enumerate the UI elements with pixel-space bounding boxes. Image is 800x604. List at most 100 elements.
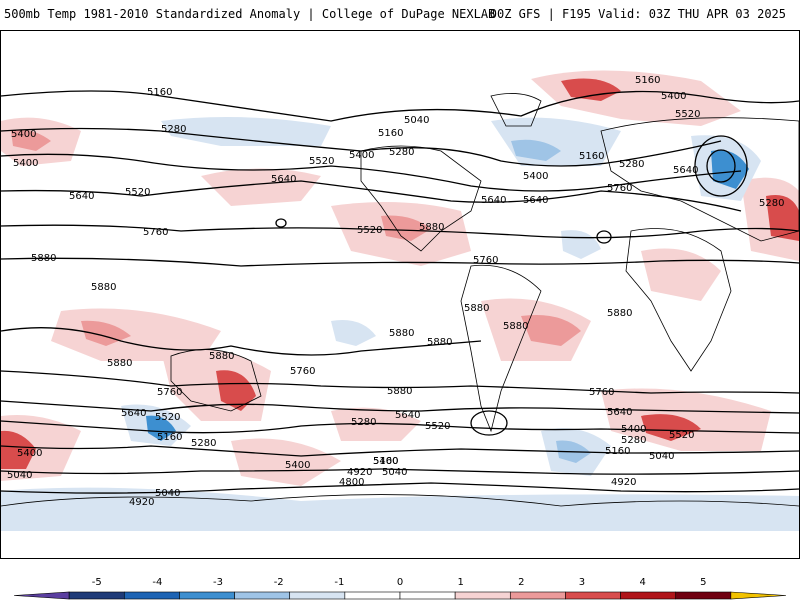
contour-label: 5880 <box>464 303 489 314</box>
contour-label: 5880 <box>209 351 234 362</box>
south-america-outline <box>460 264 542 433</box>
contour-label: 5760 <box>473 255 498 266</box>
contour-label: 5520 <box>669 430 694 441</box>
contour-label: 5640 <box>481 195 506 206</box>
contour-label: 5400 <box>11 129 36 140</box>
contour-label: 5040 <box>155 488 180 499</box>
contour-label: 5400 <box>17 448 42 459</box>
colorbar-tick-label: 1 <box>457 577 463 588</box>
contour-label: 5520 <box>309 156 334 167</box>
contour-line <box>1 482 799 494</box>
contour-label: 5280 <box>351 417 376 428</box>
colorbar-tick-label: 4 <box>639 577 645 588</box>
contour-label: 5760 <box>290 366 315 377</box>
warm-anomaly-area <box>521 315 581 346</box>
contour-label: 5400 <box>621 424 646 435</box>
anomaly-map: 5160 5400 5040 5160 5160 5400 5520 5400 … <box>1 70 799 531</box>
contour-label: 5400 <box>285 460 310 471</box>
coastlines <box>1 93 799 507</box>
contour-label: 5280 <box>759 198 784 209</box>
height-contours <box>1 90 799 494</box>
colorbar-tick-label: -3 <box>213 577 223 588</box>
greenland-outline <box>490 93 542 127</box>
colorbar-bin <box>675 591 732 600</box>
colorbar-tick-label: -2 <box>274 577 284 588</box>
cold-anomaly-core <box>146 415 176 441</box>
map-title: 500mb Temp 1981-2010 Standardized Anomal… <box>4 7 496 21</box>
contour-label: 5760 <box>589 387 614 398</box>
contour-label: 5520 <box>155 412 180 423</box>
contour-label: 5640 <box>607 407 632 418</box>
warm-anomaly-core <box>561 78 621 101</box>
colorbar-tick-label: -1 <box>334 577 344 588</box>
north-america-outline <box>360 145 482 252</box>
cold-anomaly-area <box>561 230 601 259</box>
colorbar-tick-label: -4 <box>152 577 162 588</box>
contour-line <box>1 180 742 212</box>
contour-label: 5880 <box>107 358 132 369</box>
contour-line <box>1 420 799 434</box>
contour-line <box>1 468 799 475</box>
australia-outline <box>170 349 262 412</box>
contour-label: 5400 <box>13 158 38 169</box>
colorbar-tick-label: 0 <box>397 577 403 588</box>
colorbar-bin <box>289 591 346 600</box>
africa-outline <box>625 228 732 372</box>
contour-label: 5160 <box>157 432 182 443</box>
colorbar-bin <box>620 591 677 600</box>
contour-label: 4920 <box>347 467 372 478</box>
contour-label: 5400 <box>349 150 374 161</box>
closed-low-contour <box>470 410 508 436</box>
contour-label: 5280 <box>191 438 216 449</box>
contour-label: 5640 <box>523 195 548 206</box>
warm-anomaly-area <box>331 407 421 441</box>
contour-label: 5520 <box>125 187 150 198</box>
anomaly-colorbar: -5 -4 -3 -2 -1 0 1 2 3 4 5 <box>0 566 800 600</box>
antarctica-outline <box>1 494 799 507</box>
contour-label: 5160 <box>635 75 660 86</box>
model-run-info: 00Z GFS | F195 Valid: 03Z THU APR 03 202… <box>489 7 786 21</box>
cold-anomaly-core <box>711 150 749 189</box>
contour-label: 5880 <box>389 328 414 339</box>
contour-label: 5640 <box>121 408 146 419</box>
warm-anomaly-area <box>231 438 341 486</box>
colorbar-bin <box>68 591 125 600</box>
warm-anomaly-core <box>1 430 36 469</box>
contour-label: 5880 <box>31 253 56 264</box>
warm-anomaly-area <box>641 248 721 301</box>
contour-label: 5280 <box>621 435 646 446</box>
contour-label: 5880 <box>419 222 444 233</box>
contour-line <box>1 224 799 239</box>
colorbar-tick-label: 3 <box>579 577 585 588</box>
contour-label: 5760 <box>143 227 168 238</box>
cold-anomaly-area <box>331 320 376 346</box>
colorbar-bin <box>565 591 621 600</box>
closed-low-contour <box>694 135 748 197</box>
warm-anomaly-area <box>216 370 256 411</box>
contour-label: 5760 <box>157 387 182 398</box>
colorbar-tick-label: 5 <box>700 577 706 588</box>
contour-label: 5160 <box>373 456 398 467</box>
contour-label: 5880 <box>387 386 412 397</box>
contour-label: 5640 <box>69 191 94 202</box>
warm-anomaly-area <box>641 414 701 441</box>
contour-label: 5040 <box>7 470 32 481</box>
contour-line <box>1 127 722 167</box>
contour-line <box>1 153 742 192</box>
contour-label: 5520 <box>425 421 450 432</box>
contour-labels: 5160 5400 5040 5160 5160 5400 5520 5400 … <box>7 75 784 508</box>
contour-label: 5040 <box>404 115 429 126</box>
contour-label: 5160 <box>605 446 630 457</box>
warm-anomaly-area <box>201 168 321 206</box>
contour-line <box>1 370 799 394</box>
contour-label: 5040 <box>649 451 674 462</box>
contour-label: 5520 <box>357 225 382 236</box>
colorbar-bin <box>399 591 456 600</box>
cold-anomaly-area <box>511 139 561 161</box>
eurasia-outline <box>600 117 799 242</box>
contour-label: 5280 <box>389 147 414 158</box>
colorbar-tick-label: 2 <box>518 577 524 588</box>
colorbar-bin <box>179 591 235 600</box>
contour-label: 5880 <box>427 337 452 348</box>
contour-label: 5160 <box>147 87 172 98</box>
